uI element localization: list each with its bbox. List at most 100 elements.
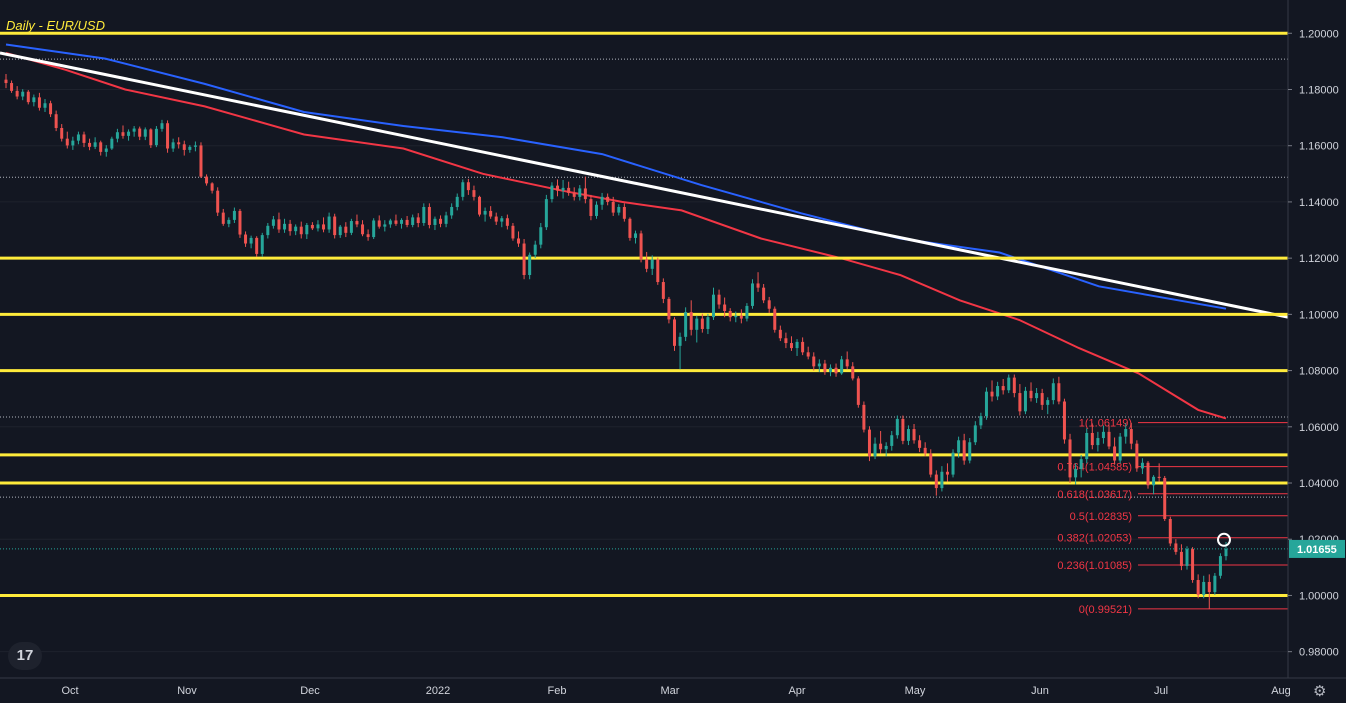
candle bbox=[600, 192, 604, 210]
candle-body bbox=[427, 206, 431, 225]
candle-body bbox=[299, 226, 303, 235]
candle bbox=[316, 220, 320, 232]
candle-body bbox=[1007, 377, 1011, 391]
candle bbox=[973, 421, 977, 446]
candle-body bbox=[828, 367, 832, 372]
candle bbox=[611, 196, 615, 216]
marker-layer bbox=[1217, 532, 1231, 547]
candle-body bbox=[834, 367, 838, 374]
time-tick-label: Oct bbox=[61, 685, 78, 697]
candle-body bbox=[127, 131, 131, 136]
candle bbox=[37, 92, 41, 111]
candle bbox=[773, 306, 777, 333]
candle-body bbox=[1213, 575, 1217, 593]
candle-body bbox=[1118, 436, 1122, 461]
candle-body bbox=[266, 225, 270, 236]
candle bbox=[633, 230, 637, 244]
candle bbox=[43, 99, 47, 112]
candle bbox=[823, 359, 827, 375]
candle bbox=[1062, 398, 1066, 444]
candle-body bbox=[957, 440, 961, 453]
candle-body bbox=[93, 142, 97, 147]
trendline[interactable] bbox=[0, 51, 1289, 319]
candle bbox=[1174, 539, 1178, 555]
candle bbox=[310, 222, 314, 231]
candle bbox=[1179, 544, 1183, 571]
candle bbox=[388, 218, 392, 228]
price-axis-panel[interactable] bbox=[1288, 0, 1346, 703]
candle-body bbox=[945, 471, 949, 475]
candle bbox=[1085, 428, 1089, 464]
candle-body bbox=[572, 192, 576, 197]
candle-body bbox=[890, 435, 894, 446]
candle-body bbox=[628, 218, 632, 238]
candle bbox=[71, 136, 75, 150]
candle bbox=[1129, 422, 1133, 450]
candle-body bbox=[1074, 468, 1078, 478]
candle bbox=[149, 128, 153, 148]
candle bbox=[216, 187, 220, 216]
candle bbox=[656, 257, 660, 285]
candle bbox=[444, 211, 448, 228]
candle-body bbox=[617, 206, 621, 213]
tradingview-logo[interactable]: 17 bbox=[8, 642, 42, 670]
candle bbox=[1012, 374, 1016, 398]
candle-body bbox=[767, 300, 771, 309]
candle bbox=[283, 218, 287, 233]
time-tick-label: 2022 bbox=[426, 685, 450, 697]
candle-body bbox=[37, 97, 41, 108]
candle-body bbox=[650, 259, 654, 269]
candle-body bbox=[455, 196, 459, 207]
price-marker-circle[interactable] bbox=[1217, 532, 1231, 547]
candle-body bbox=[255, 237, 259, 254]
candle-body bbox=[132, 128, 136, 132]
candle-body bbox=[1168, 518, 1172, 544]
candle-body bbox=[316, 224, 320, 229]
candle-body bbox=[656, 259, 660, 283]
candle bbox=[1046, 397, 1050, 415]
candle bbox=[561, 180, 565, 199]
candle bbox=[76, 131, 80, 145]
candle-body bbox=[778, 329, 782, 339]
candle-body bbox=[745, 305, 749, 319]
candle bbox=[717, 289, 721, 309]
candle-body bbox=[606, 196, 610, 202]
fib-level-label: 1(1.06149) bbox=[1079, 418, 1132, 430]
candle-body bbox=[1218, 556, 1222, 576]
candle-body bbox=[684, 312, 688, 337]
candle bbox=[1218, 553, 1222, 579]
candle bbox=[361, 220, 365, 237]
candle-body bbox=[143, 129, 147, 137]
candle-body bbox=[873, 443, 877, 457]
candle-body bbox=[1124, 429, 1128, 437]
time-tick-label: Mar bbox=[661, 685, 680, 697]
candle bbox=[82, 131, 86, 148]
candle bbox=[305, 223, 309, 240]
candle-body bbox=[1085, 432, 1089, 460]
candle-body bbox=[422, 206, 426, 224]
candle-body bbox=[1174, 543, 1178, 552]
candle-body bbox=[333, 216, 337, 236]
time-tick-label: Apr bbox=[788, 685, 805, 697]
candle bbox=[1118, 432, 1122, 464]
candle bbox=[968, 438, 972, 464]
candle-body bbox=[578, 188, 582, 197]
candle bbox=[1124, 423, 1128, 444]
candle bbox=[622, 203, 626, 222]
gear-icon[interactable]: ⚙ bbox=[1313, 682, 1327, 700]
candle-body bbox=[355, 221, 359, 225]
candle bbox=[639, 230, 643, 263]
candle bbox=[589, 194, 593, 221]
candle-body bbox=[929, 453, 933, 475]
candle-body bbox=[762, 287, 766, 301]
candle-body bbox=[611, 201, 615, 213]
candle bbox=[327, 212, 331, 233]
candle bbox=[957, 436, 961, 458]
candle bbox=[533, 240, 537, 259]
candle-body bbox=[65, 138, 69, 146]
candle-body bbox=[773, 308, 777, 330]
candle-body bbox=[539, 227, 543, 245]
candle-body bbox=[1051, 383, 1055, 401]
